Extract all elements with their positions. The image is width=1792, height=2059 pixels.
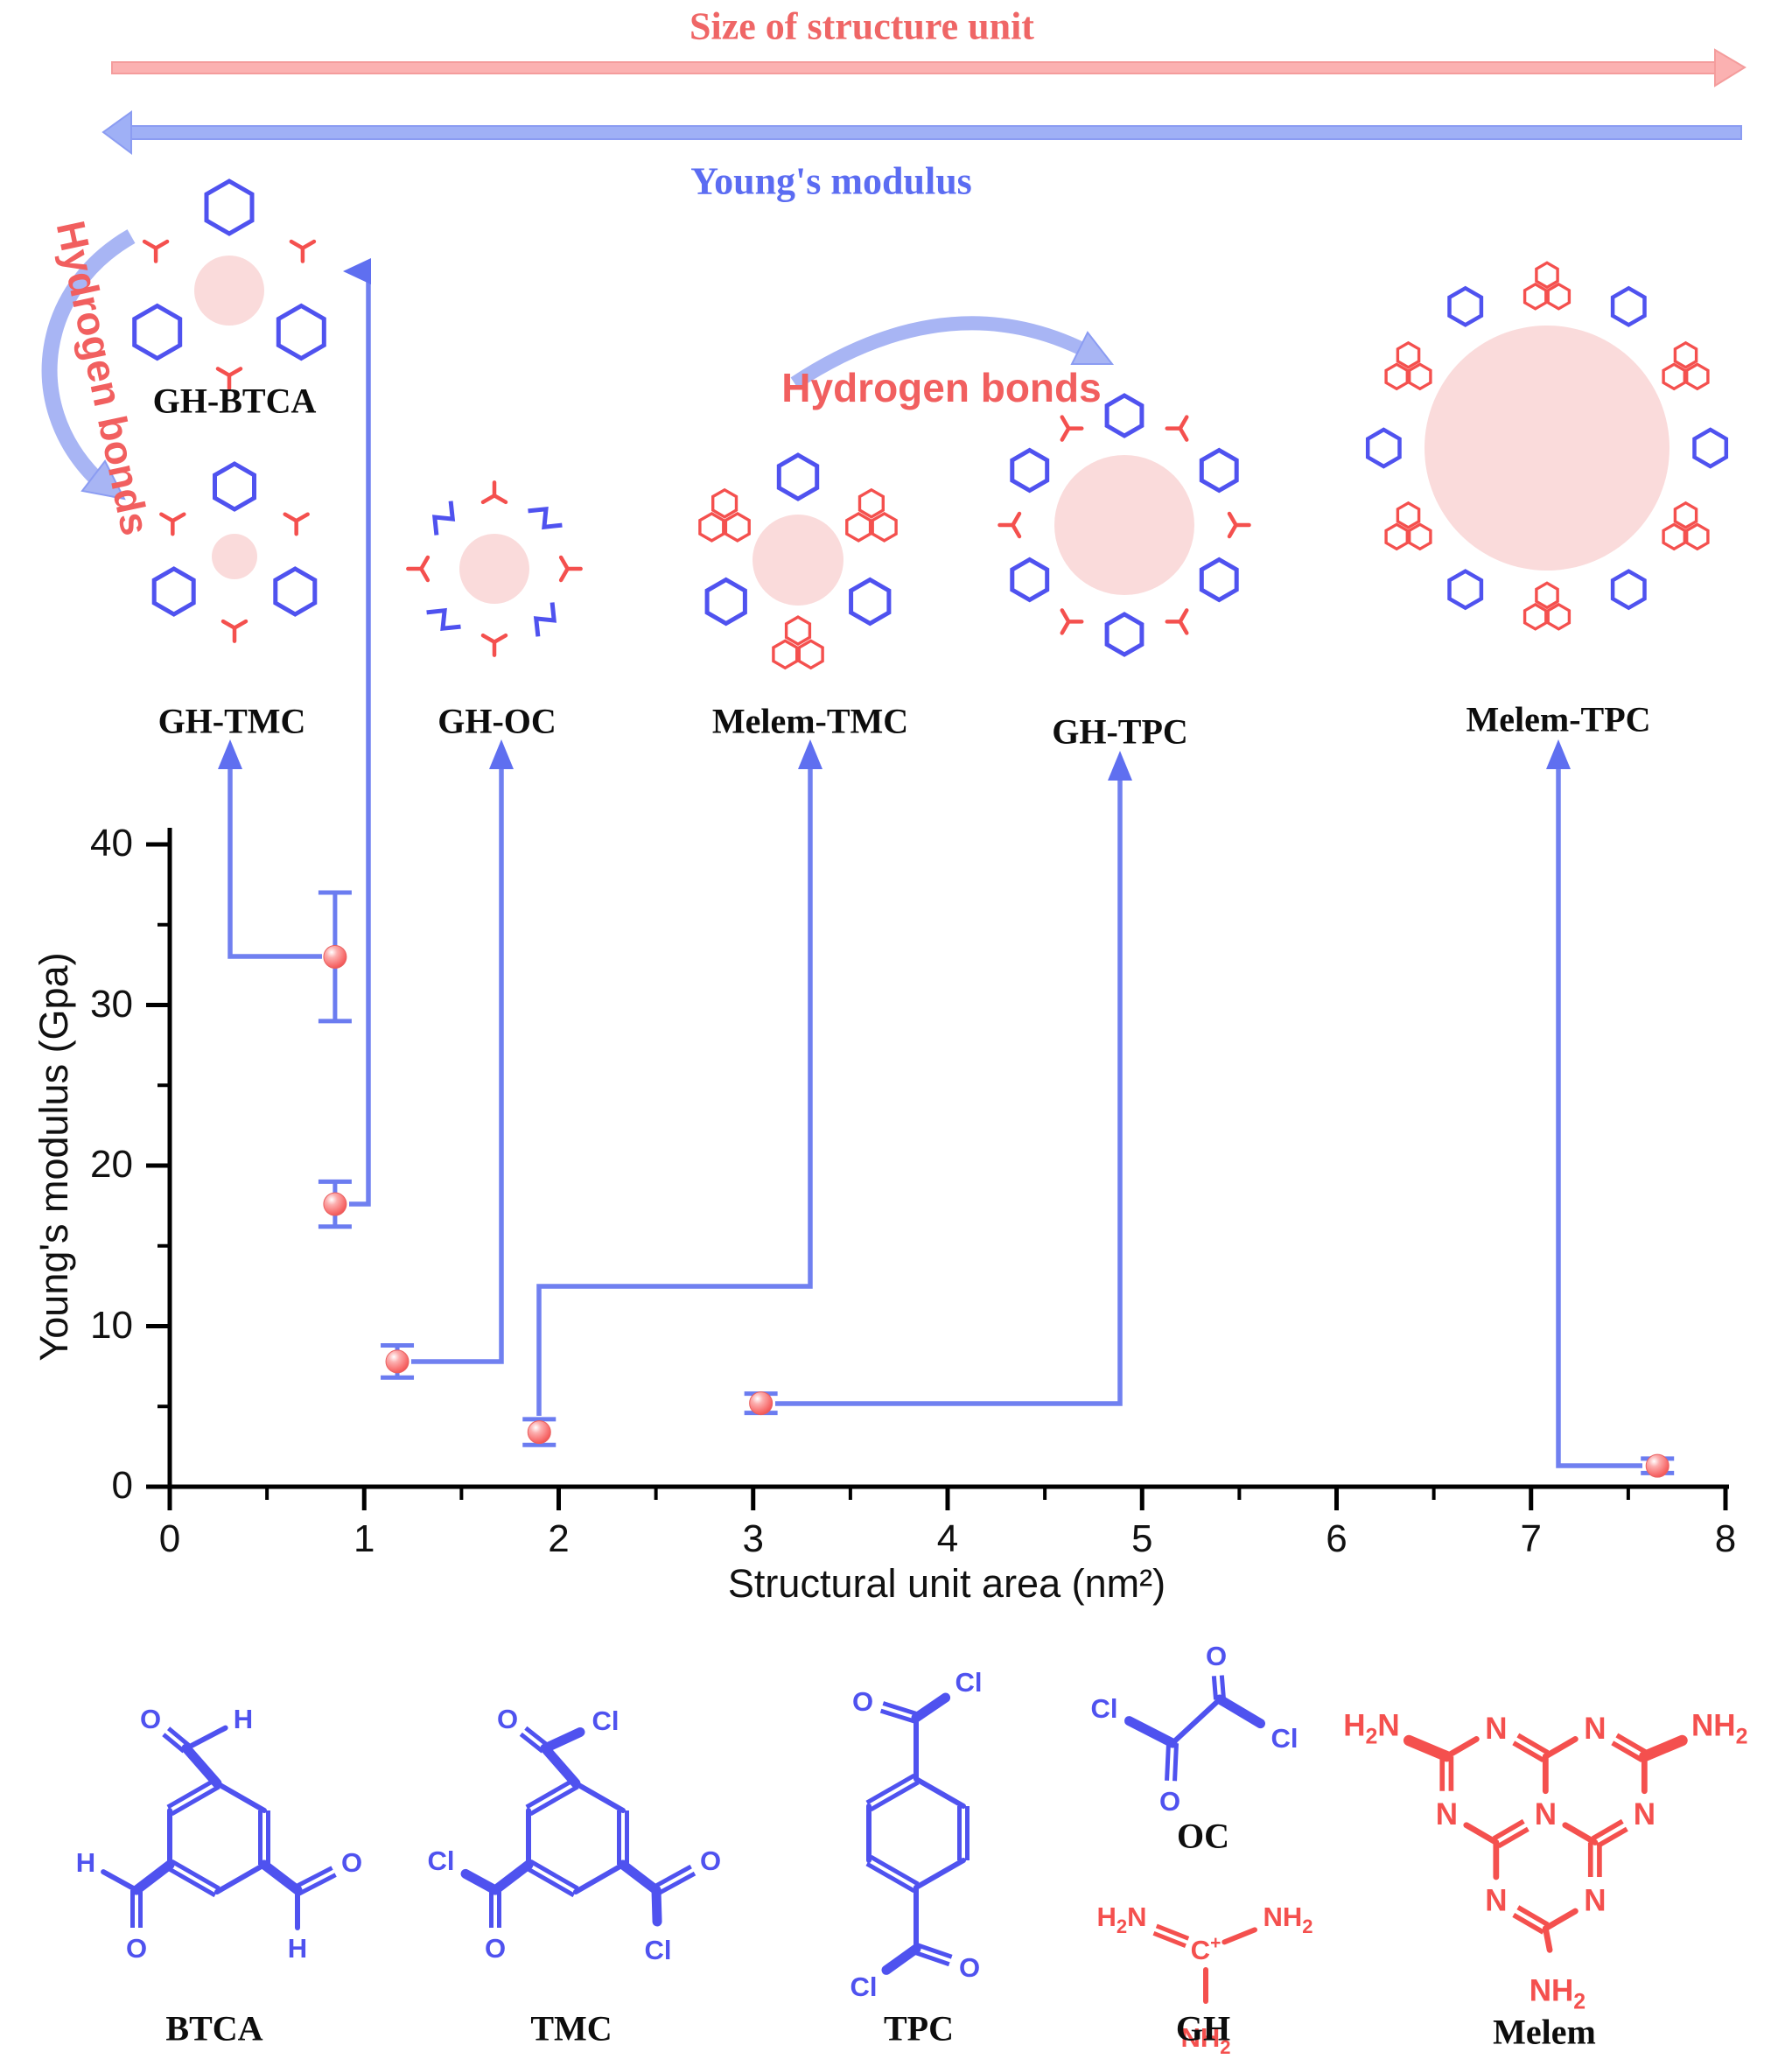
label-oc: OC [1177, 1816, 1229, 1856]
label-melem-tpc: Melem-TPC [1466, 699, 1651, 739]
svg-text:O: O [852, 1686, 873, 1717]
x-tick-label: 6 [1326, 1517, 1348, 1560]
svg-text:O: O [140, 1704, 161, 1734]
label-tmc: TMC [530, 2008, 612, 2048]
data-point-melem-tpc [1641, 1453, 1675, 1478]
data-point-melem-tmc [522, 1417, 556, 1447]
svg-text:O: O [1206, 1641, 1227, 1671]
svg-text:O: O [959, 1952, 980, 1983]
size-of-structure-unit-arrow-icon [111, 48, 1746, 88]
x-tick-label: 5 [1131, 1517, 1153, 1560]
svg-text:N: N [1584, 1883, 1606, 1917]
size-of-structure-unit-title: Size of structure unit [690, 4, 1034, 48]
structure-tmc: O Cl O Cl O Cl [427, 1704, 721, 1965]
svg-text:H: H [288, 1933, 307, 1964]
svg-text:NH2: NH2 [1691, 1708, 1747, 1748]
connector-lines [218, 258, 1642, 1468]
structure-gh-tpc [998, 393, 1251, 657]
scatter-chart [146, 828, 1729, 1510]
svg-text:N: N [1485, 1712, 1507, 1746]
x-tick-label: 0 [158, 1517, 181, 1560]
svg-text:N: N [1634, 1797, 1656, 1831]
x-tick-label: 7 [1520, 1517, 1542, 1560]
connector-gh-btca [343, 258, 371, 1207]
label-tpc: TPC [884, 2008, 954, 2048]
connector-melem-tmc [536, 739, 822, 1416]
label-btca: BTCA [165, 2008, 263, 2048]
svg-text:O: O [497, 1704, 518, 1734]
data-point-gh-tpc [744, 1391, 778, 1416]
data-point-gh-oc [381, 1343, 415, 1380]
x-tick-label: 4 [936, 1517, 959, 1560]
label-gh-oc: GH-OC [438, 701, 556, 741]
label-gh-tpc: GH-TPC [1052, 711, 1188, 752]
structure-gh-tmc [151, 461, 318, 643]
y-tick-label: 40 [90, 822, 133, 865]
svg-text:H: H [234, 1704, 253, 1734]
structure-gh: C+ H2N NH2 NH2 [1096, 1901, 1312, 2058]
connector-gh-tmc [218, 739, 322, 959]
svg-text:NH2: NH2 [1263, 1901, 1312, 1937]
label-gh: GH [1175, 2008, 1231, 2048]
svg-text:Cl: Cl [427, 1845, 454, 1876]
label-gh-tmc: GH-TMC [158, 701, 306, 741]
svg-text:H: H [76, 1847, 95, 1878]
x-tick-label: 8 [1714, 1517, 1737, 1560]
y-tick-label: 10 [90, 1303, 133, 1347]
svg-text:NH2: NH2 [1530, 1973, 1586, 2013]
structure-gh-btca [132, 179, 326, 391]
svg-text:Cl: Cl [644, 1935, 671, 1965]
hydrogen-bonds-mid-arrow-icon [790, 316, 1115, 389]
svg-text:Cl: Cl [955, 1667, 982, 1698]
svg-text:N: N [1535, 1797, 1557, 1831]
y-tick-label: 0 [111, 1464, 133, 1507]
connector-gh-tpc [775, 751, 1132, 1406]
label-gh-btca: GH-BTCA [152, 381, 317, 421]
svg-text:H2N: H2N [1343, 1708, 1399, 1748]
svg-text:N: N [1485, 1883, 1507, 1917]
y-tick-label: 20 [90, 1143, 133, 1186]
structure-melem-tpc [1365, 261, 1729, 631]
svg-text:Cl: Cl [1270, 1723, 1298, 1754]
svg-text:Cl: Cl [1090, 1693, 1117, 1724]
svg-text:O: O [485, 1933, 506, 1964]
structure-tpc: O Cl O Cl [850, 1667, 982, 2002]
label-melem-tmc: Melem-TMC [711, 701, 909, 741]
svg-text:Cl: Cl [850, 1971, 877, 2002]
hydrogen-bonds-label-mid: Hydrogen bonds [781, 365, 1102, 410]
svg-text:O: O [341, 1847, 362, 1878]
connector-melem-tpc [1546, 739, 1642, 1468]
svg-text:NH2: NH2 [1180, 2022, 1230, 2058]
hydrogen-bonds-left-arrow-icon [41, 229, 136, 501]
svg-text:O: O [700, 1845, 721, 1876]
structure-melem: N N N N N N N H2N NH2 NH2 [1343, 1708, 1747, 2013]
svg-text:N: N [1584, 1712, 1606, 1746]
structure-oc: Cl O O Cl [1090, 1641, 1298, 1817]
x-tick-label: 1 [354, 1517, 375, 1560]
svg-text:Cl: Cl [592, 1705, 619, 1736]
youngs-modulus-title: Young's modulus [690, 159, 972, 203]
y-tick-label: 30 [90, 982, 133, 1026]
x-tick-label: 2 [548, 1517, 570, 1560]
svg-text:O: O [126, 1933, 147, 1964]
structure-gh-oc [406, 480, 583, 657]
svg-text:C+: C+ [1191, 1933, 1222, 1965]
x-axis-title: Structural unit area (nm²) [727, 1561, 1166, 1606]
macrocycle-structures [132, 179, 1729, 670]
svg-text:O: O [1159, 1786, 1180, 1817]
svg-text:N: N [1436, 1797, 1458, 1831]
data-point-gh-tmc [318, 890, 352, 1024]
svg-text:H2N: H2N [1096, 1901, 1146, 1937]
x-tick-label: 3 [742, 1517, 764, 1560]
label-melem: Melem [1493, 2012, 1596, 2052]
structure-btca: O H O H O H [76, 1704, 362, 1964]
youngs-modulus-arrow-icon [102, 110, 1742, 155]
connector-gh-oc [411, 739, 514, 1364]
structure-melem-tmc [698, 452, 898, 670]
data-point-gh-btca [318, 1179, 352, 1229]
